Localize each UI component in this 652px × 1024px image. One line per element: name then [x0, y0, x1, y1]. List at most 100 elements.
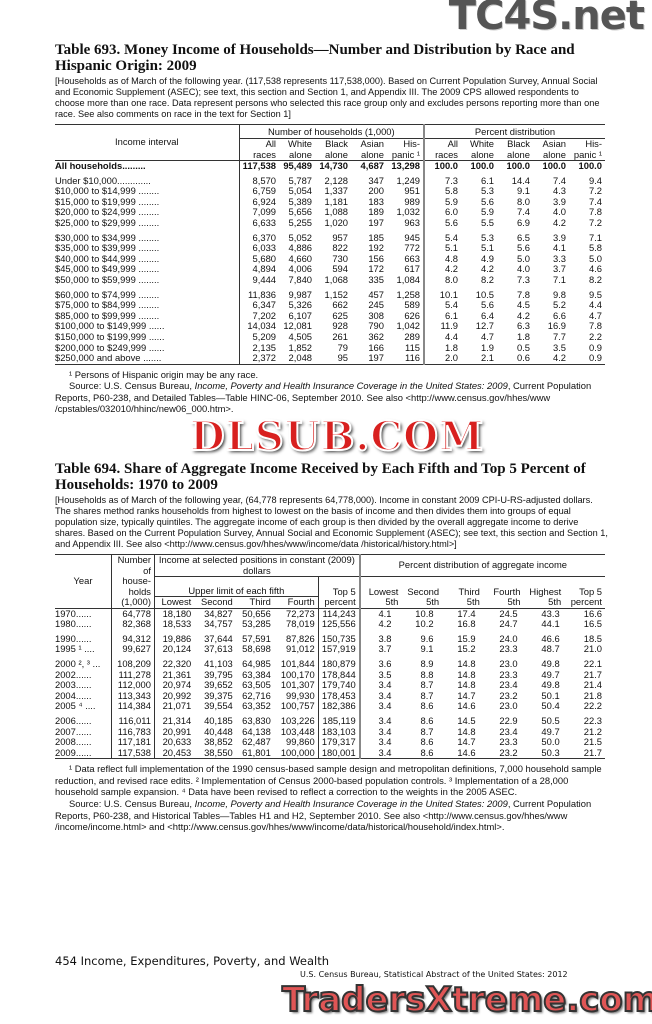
footnotes: ¹ Data reflect full implementation of th… [55, 763, 602, 798]
table-row: 2008...... 117,181 20,633 38,852 62,487 99,86… [55, 736, 605, 748]
cell: 6.5 [516, 231, 530, 243]
cell: 12,081 [283, 320, 312, 332]
row-spacer [55, 228, 605, 233]
cell: 113,343 [111, 690, 155, 702]
cell: 23.3 [499, 736, 518, 748]
table-row: 2004...... 113,343 20,992 39,375 62,716 99,93… [55, 689, 605, 702]
table-row: $15,000 to $19,999 ........ 6,924 5,389 1,1… [55, 195, 605, 208]
cell: 95,489 [283, 160, 312, 171]
cell: 8.6 [420, 746, 434, 758]
cell: 87,826 [273, 633, 319, 645]
cell: 49.7 [541, 668, 560, 680]
cell: 58,698 [242, 643, 271, 655]
cell: 4.1 [552, 242, 566, 254]
cell: 4,687 [360, 160, 384, 171]
cell: 95 [337, 352, 348, 364]
cell: 183 [368, 195, 384, 207]
cell: 4.6 [588, 263, 602, 275]
cell: 7,202 [252, 309, 276, 321]
row-label: $200,000 to $249,999 ...... [55, 342, 240, 354]
row-label: $250,000 and above ....... [55, 352, 240, 365]
row-year: 2007...... [55, 726, 112, 738]
table-row: All households......... 117,538 95,489 14,7… [55, 160, 605, 172]
cell: 5,326 [288, 299, 312, 311]
cell: 1.9 [480, 341, 494, 353]
cell: 8.7 [420, 689, 434, 701]
spacer-cell [111, 629, 155, 634]
cell: 24.5 [499, 607, 518, 619]
column-header: Fourth 5th [493, 585, 521, 608]
column-header: His-panic ¹ [387, 138, 425, 161]
cell: 23.0 [499, 700, 518, 712]
column-header: Third 5th [458, 585, 480, 608]
cell: 6.1 [480, 174, 494, 186]
row-spacer [55, 285, 605, 290]
cell: 5.8 [588, 242, 602, 254]
table-row: $150,000 to $199,999 ...... 5,209 4,505 261… [55, 330, 605, 343]
cell: 23.3 [499, 643, 518, 655]
cell: 46.6 [541, 632, 560, 644]
cell: 2,128 [324, 174, 348, 186]
table-row: 2002...... 111,278 21,361 39,795 63,384 100,1… [55, 668, 605, 681]
table-row: 1970...... 64,778 18,180 34,827 50,656 72,273… [55, 607, 605, 620]
table-row: $200,000 to $249,999 ...... 2,135 1,852 79 1… [55, 341, 605, 354]
cell: 9.6 [420, 632, 434, 644]
cell: 200 [368, 185, 384, 197]
cell: 7.2 [588, 216, 602, 228]
cell: 112,000 [111, 680, 155, 691]
cell: 21.7 [583, 746, 602, 758]
cell: 100,757 [273, 701, 319, 712]
row-spacer [55, 711, 605, 716]
cell: 23.4 [499, 679, 518, 691]
cell: 39,375 [204, 689, 233, 701]
cell: 78,019 [273, 619, 319, 630]
cell: 1,258 [387, 289, 425, 301]
cell: 99,860 [273, 736, 319, 748]
cell: 13,298 [387, 160, 425, 172]
cell: 989 [387, 196, 425, 208]
cell: 103,448 [273, 726, 319, 738]
cell: 64,985 [242, 657, 271, 669]
column-header: Lowest 5th [368, 585, 399, 608]
table-693-title: Table 693. Money Income of Households—Nu… [55, 42, 575, 74]
watermark-tradersxtreme: TradersXtreme.com [281, 980, 652, 1020]
pct-group-header: Percent distribution of aggregate income [359, 554, 605, 578]
cell: 34,827 [204, 607, 233, 619]
cell: 8.8 [420, 668, 434, 680]
cell: 19,886 [162, 632, 192, 644]
cell: 6,033 [252, 242, 276, 254]
table-row: 1995 ¹ .... 99,627 20,124 37,613 58,698 91,01… [55, 644, 605, 655]
cell: 4,006 [288, 263, 312, 275]
cell: 39,795 [204, 668, 233, 680]
row-label: $45,000 to $49,999 ........ [55, 264, 240, 275]
cell: 8.7 [420, 725, 434, 737]
cell: 50.0 [541, 736, 560, 748]
spacer-cell [273, 629, 319, 634]
publication-footer: U.S. Census Bureau, Statistical Abstract… [300, 970, 568, 979]
table-693-notes: ¹ Persons of Hispanic origin may be any … [55, 369, 610, 415]
row-year: 2009...... [55, 747, 112, 759]
spacer-cell [55, 285, 240, 290]
cell: 4.0 [516, 263, 530, 275]
cell: 7.7 [552, 330, 566, 342]
cell: 21.5 [583, 736, 602, 748]
cell: 3.5 [552, 341, 566, 353]
watermark-tc4s: TC4S.net [448, 0, 645, 39]
row-label: $60,000 to $74,999 ........ [55, 289, 240, 301]
cell: 20,992 [162, 689, 192, 701]
cell: 3.4 [378, 700, 392, 712]
pct-col-header-cell: Lowest 5th Second 5th Third 5th Fourth 5th H… [360, 577, 605, 609]
cell: 4.2 [552, 352, 566, 364]
cell: 7.3 [444, 174, 458, 186]
cell: 1.8 [444, 341, 458, 353]
cell: 72,273 [273, 608, 319, 620]
column-header: Top 5 percent [570, 585, 602, 608]
cell: 7.4 [552, 174, 566, 186]
cell: 5.1 [480, 242, 494, 254]
cell: 772 [387, 243, 425, 254]
table-row: 2003...... 112,000 20,974 39,652 63,505 101,3… [55, 680, 605, 691]
cell: 362 [368, 330, 384, 342]
cell: 7.4 [588, 195, 602, 207]
cell: 91,012 [273, 644, 319, 655]
cell: 23.0 [499, 657, 518, 669]
